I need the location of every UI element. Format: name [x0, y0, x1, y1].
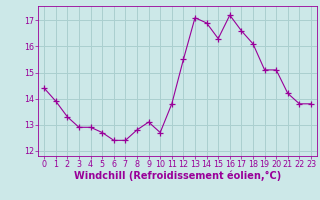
X-axis label: Windchill (Refroidissement éolien,°C): Windchill (Refroidissement éolien,°C) — [74, 171, 281, 181]
